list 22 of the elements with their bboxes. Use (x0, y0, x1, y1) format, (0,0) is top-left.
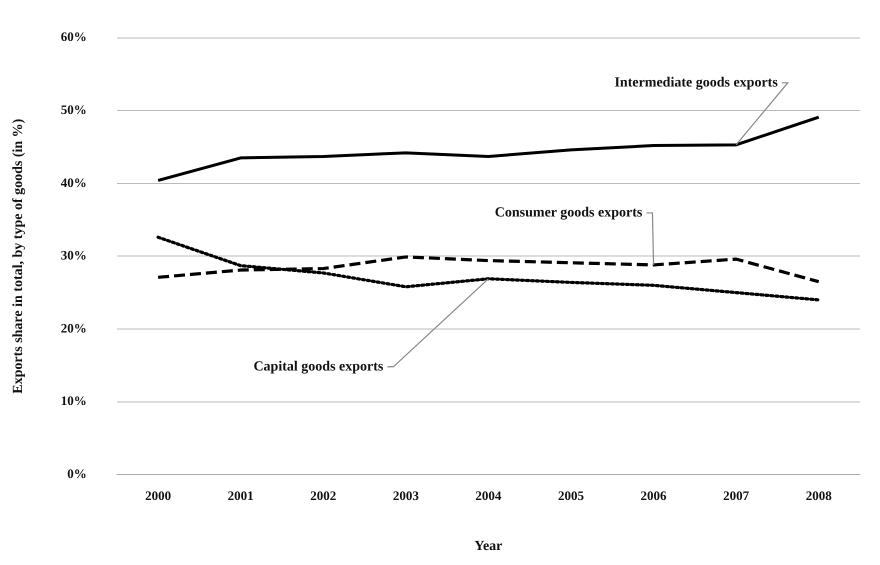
y-tick-label: 0% (67, 466, 87, 481)
y-tick-label: 40% (60, 174, 87, 190)
x-tick-label: 2001 (228, 488, 254, 503)
x-tick-label: 2002 (310, 488, 336, 503)
line-series (156, 236, 820, 302)
x-tick-label: 2008 (806, 488, 832, 503)
y-axis-title: Exports share in total, by type of goods (in %) (11, 118, 26, 394)
y-tick-label: 10% (60, 393, 87, 408)
x-tick-label: 2005 (558, 488, 584, 503)
annotation: Consumer goods exports (494, 206, 643, 221)
x-tick-label: 2007 (723, 488, 750, 503)
annotation: Capital goods exports (253, 359, 384, 374)
x-tick-label: 2006 (640, 488, 668, 503)
x-tick-label: 2004 (475, 488, 502, 503)
x-axis-title: Year (474, 539, 502, 554)
y-tick-label: 20% (60, 320, 87, 336)
y-tick-label: 50% (60, 102, 87, 117)
x-tick-label: 2003 (392, 488, 420, 503)
x-tick-label: 2000 (145, 488, 172, 503)
y-tick-label: 30% (60, 248, 87, 263)
annotation: Intermediate goods exports (614, 75, 778, 90)
y-tick-label: 60% (60, 29, 87, 44)
